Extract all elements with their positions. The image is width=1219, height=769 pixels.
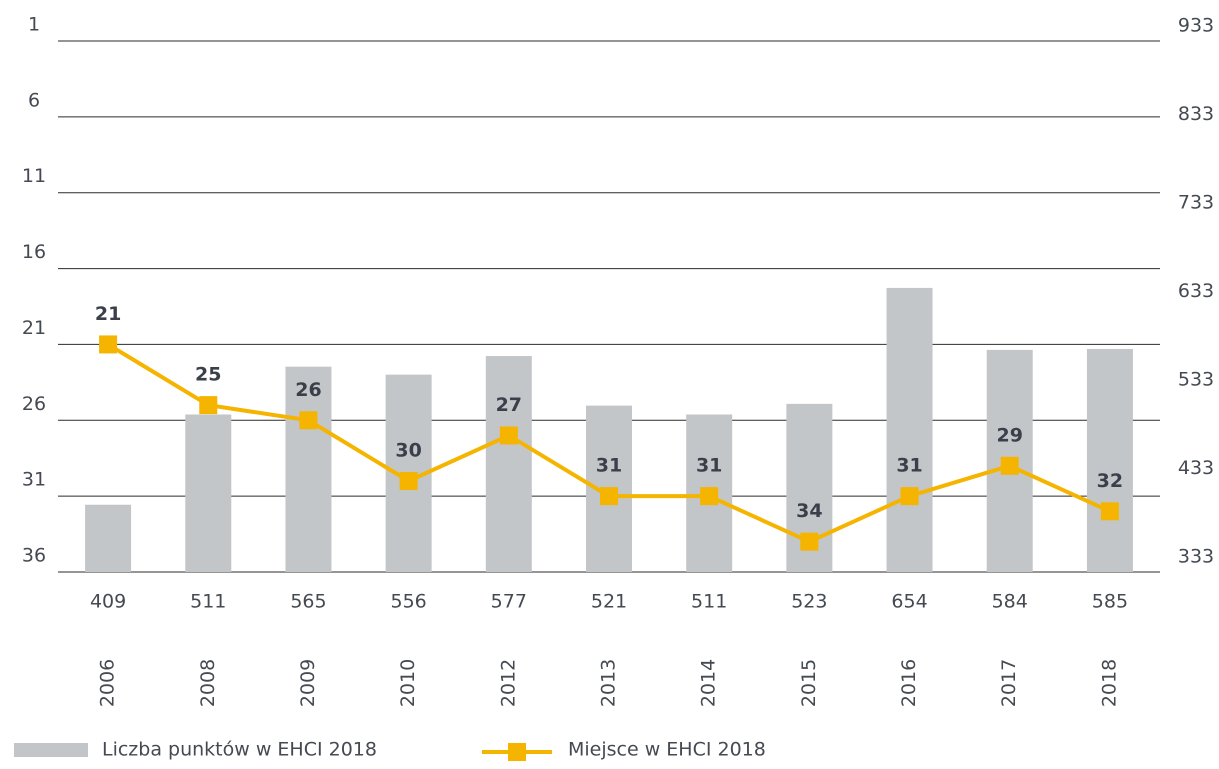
- bar-value-label: 409: [90, 591, 126, 613]
- x-tick-label: 2016: [898, 659, 920, 707]
- x-tick-label: 2018: [1098, 659, 1120, 707]
- legend-swatch-marker: [508, 743, 526, 761]
- bar-value-label: 511: [691, 591, 727, 613]
- y-tick-label: 26: [22, 393, 46, 415]
- x-tick-label: 2017: [998, 659, 1020, 707]
- marker: [1000, 456, 1019, 475]
- data-label: 31: [896, 455, 922, 477]
- y-tick-label: 6: [28, 89, 40, 111]
- bar-value-label: 556: [391, 591, 427, 613]
- bar-value-label: 521: [591, 591, 627, 613]
- data-label: 32: [1097, 470, 1123, 492]
- data-label: 31: [596, 455, 622, 477]
- y-tick-label: 21: [22, 317, 46, 339]
- marker: [399, 471, 418, 490]
- y2-tick-label: 533: [1178, 369, 1214, 391]
- data-label: 30: [395, 439, 421, 461]
- marker: [299, 411, 318, 430]
- data-label: 34: [796, 500, 822, 522]
- x-tick-label: 2006: [97, 659, 119, 707]
- data-label: 31: [696, 455, 722, 477]
- y-tick-label: 11: [22, 165, 46, 187]
- legend-label: Miejsce w EHCI 2018: [568, 739, 766, 761]
- legend-label: Liczba punktów w EHCI 2018: [102, 739, 377, 761]
- marker: [600, 487, 618, 506]
- marker: [1100, 502, 1119, 521]
- bar-value-label: 511: [190, 591, 226, 613]
- y-tick-label: 36: [22, 545, 46, 567]
- legend-swatch: [14, 743, 88, 757]
- x-tick-label: 2014: [698, 659, 720, 707]
- y-tick-label: 1: [28, 14, 40, 36]
- y2-tick-label: 833: [1178, 103, 1214, 125]
- marker: [800, 532, 819, 551]
- marker: [199, 396, 218, 415]
- y-tick-label: 16: [22, 241, 46, 263]
- x-tick-label: 2013: [598, 659, 620, 707]
- data-label: 27: [496, 394, 522, 416]
- bar-value-label: 577: [491, 591, 527, 613]
- data-label: 21: [95, 303, 121, 325]
- x-tick-label: 2012: [497, 659, 519, 707]
- bar: [886, 287, 933, 572]
- x-tick-label: 2008: [197, 659, 219, 707]
- bar-value-label: 585: [1092, 591, 1128, 613]
- y-tick-label: 31: [22, 469, 46, 491]
- data-label: 26: [295, 379, 321, 401]
- marker: [700, 487, 719, 506]
- bar-value-label: 654: [891, 591, 927, 613]
- bar: [485, 356, 532, 572]
- y2-tick-label: 933: [1178, 15, 1214, 37]
- x-tick-label: 2015: [798, 659, 820, 707]
- x-tick-label: 2009: [297, 659, 319, 707]
- y2-tick-label: 633: [1178, 280, 1214, 302]
- y2-tick-label: 333: [1178, 546, 1214, 568]
- marker: [99, 335, 118, 354]
- bar-value-label: 523: [791, 591, 827, 613]
- y2-tick-label: 733: [1178, 192, 1214, 214]
- marker: [900, 487, 919, 506]
- bar: [1086, 348, 1133, 572]
- bar: [285, 366, 332, 572]
- bar-value-label: 565: [290, 591, 326, 613]
- bar-value-label: 584: [992, 591, 1028, 613]
- data-label: 29: [997, 424, 1023, 446]
- marker: [499, 426, 518, 445]
- y2-tick-label: 433: [1178, 457, 1214, 479]
- bar: [85, 504, 132, 572]
- bar: [185, 414, 232, 572]
- data-label: 25: [195, 364, 221, 386]
- x-tick-label: 2010: [397, 659, 419, 707]
